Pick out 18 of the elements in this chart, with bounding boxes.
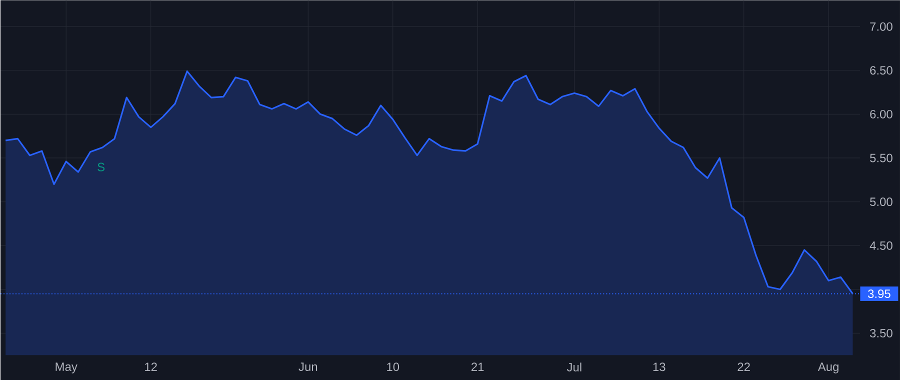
annotation: S [98, 162, 105, 172]
y-tick-label: 7.00 [870, 22, 892, 31]
y-tick-label: 4.50 [870, 241, 892, 250]
x-tick-label: 21 [472, 362, 484, 371]
x-tick-label: 22 [738, 362, 750, 371]
x-tick-label: 12 [145, 362, 157, 371]
y-tick-label: 6.50 [870, 66, 892, 75]
x-tick-label: 10 [387, 362, 400, 372]
x-tick-label: 13 [653, 362, 666, 372]
y-tick-label: 6.00 [870, 110, 892, 118]
x-tick-label: Jul [566, 362, 582, 372]
x-tick-label: Aug [818, 362, 838, 374]
y-tick-label: 5.00 [870, 198, 892, 206]
y-tick-label: 3.50 [870, 328, 892, 338]
x-tick-label: May [56, 362, 78, 374]
y-tick-label: 5.50 [870, 154, 892, 162]
x-tick-label: Jun [298, 362, 318, 371]
ref-line-label: 3.95 [868, 290, 890, 298]
